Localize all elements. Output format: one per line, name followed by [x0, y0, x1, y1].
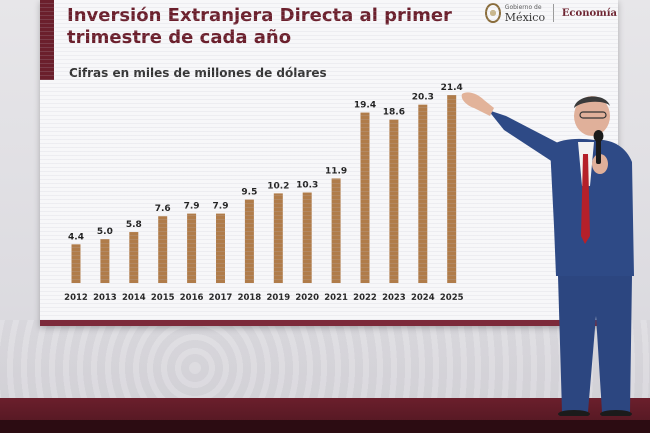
data-label-2013: 5.0	[97, 227, 113, 237]
data-label-2019: 10.2	[267, 181, 289, 191]
stage-floor-shadow	[0, 420, 650, 433]
data-label-2018: 9.5	[241, 188, 257, 198]
bar-2014	[129, 232, 139, 283]
bar-2018	[244, 199, 254, 283]
bar-2021	[331, 178, 341, 283]
data-label-2022: 19.4	[354, 101, 376, 111]
x-tick-2019: 2019	[266, 293, 290, 303]
chart-title: Inversión Extranjera Directa al primer t…	[67, 5, 452, 48]
x-tick-2014: 2014	[122, 293, 146, 303]
national-seal-icon	[485, 3, 501, 23]
slide-accent-bar	[40, 0, 54, 80]
x-tick-2012: 2012	[64, 293, 88, 303]
data-label-2020: 10.3	[296, 181, 318, 191]
logo-gob-top: Gobierno de	[504, 3, 542, 11]
x-tick-2018: 2018	[238, 293, 262, 303]
bar-2025	[447, 95, 457, 283]
data-label-2025: 21.4	[441, 83, 463, 93]
data-label-2024: 20.3	[412, 93, 434, 103]
gobierno-wordmark: Gobierno de México	[505, 3, 545, 24]
logo-gob-main: México	[504, 10, 546, 24]
data-label-2023: 18.6	[383, 108, 405, 118]
backdrop-pattern	[0, 320, 650, 400]
x-tick-2022: 2022	[353, 293, 377, 303]
presenter	[450, 86, 650, 416]
bar-2019	[273, 193, 283, 283]
bar-chart: 4.4 2012 5.0 2013 5.8 2014 7.6 2015 7.9 2016 7.9 20…	[64, 83, 464, 303]
screen-bottom-border	[40, 320, 618, 326]
secretaria-wordmark: Economía	[561, 7, 617, 19]
data-label-2016: 7.9	[184, 202, 200, 212]
x-tick-2017: 2017	[209, 293, 233, 303]
bar-2015	[158, 216, 168, 283]
bar-2023	[389, 119, 399, 283]
bar-2013	[100, 239, 110, 283]
data-label-2014: 5.8	[126, 220, 142, 230]
data-label-2012: 4.4	[68, 232, 84, 242]
x-tick-2015: 2015	[151, 293, 175, 303]
x-tick-2020: 2020	[295, 293, 319, 303]
bar-2022	[360, 112, 370, 283]
data-label-2017: 7.9	[213, 202, 229, 212]
data-label-2021: 11.9	[325, 166, 347, 176]
x-tick-2013: 2013	[93, 293, 117, 303]
chart-subtitle: Cifras en miles de millones de dólares	[69, 66, 327, 80]
presenter-figure	[461, 92, 634, 416]
government-logo: Gobierno de México Economía	[485, 2, 617, 24]
x-tick-2023: 2023	[382, 293, 406, 303]
x-tick-2024: 2024	[411, 293, 435, 303]
data-label-2015: 7.6	[155, 204, 171, 214]
bar-2017	[216, 213, 225, 283]
x-tick-2021: 2021	[324, 293, 348, 303]
bar-2024	[418, 104, 428, 284]
x-tick-2025: 2025	[440, 293, 464, 303]
bar-2016	[187, 213, 197, 283]
bar-2012	[71, 244, 81, 283]
bar-2020	[302, 192, 312, 283]
x-tick-2016: 2016	[180, 293, 204, 303]
logo-divider	[553, 4, 554, 22]
